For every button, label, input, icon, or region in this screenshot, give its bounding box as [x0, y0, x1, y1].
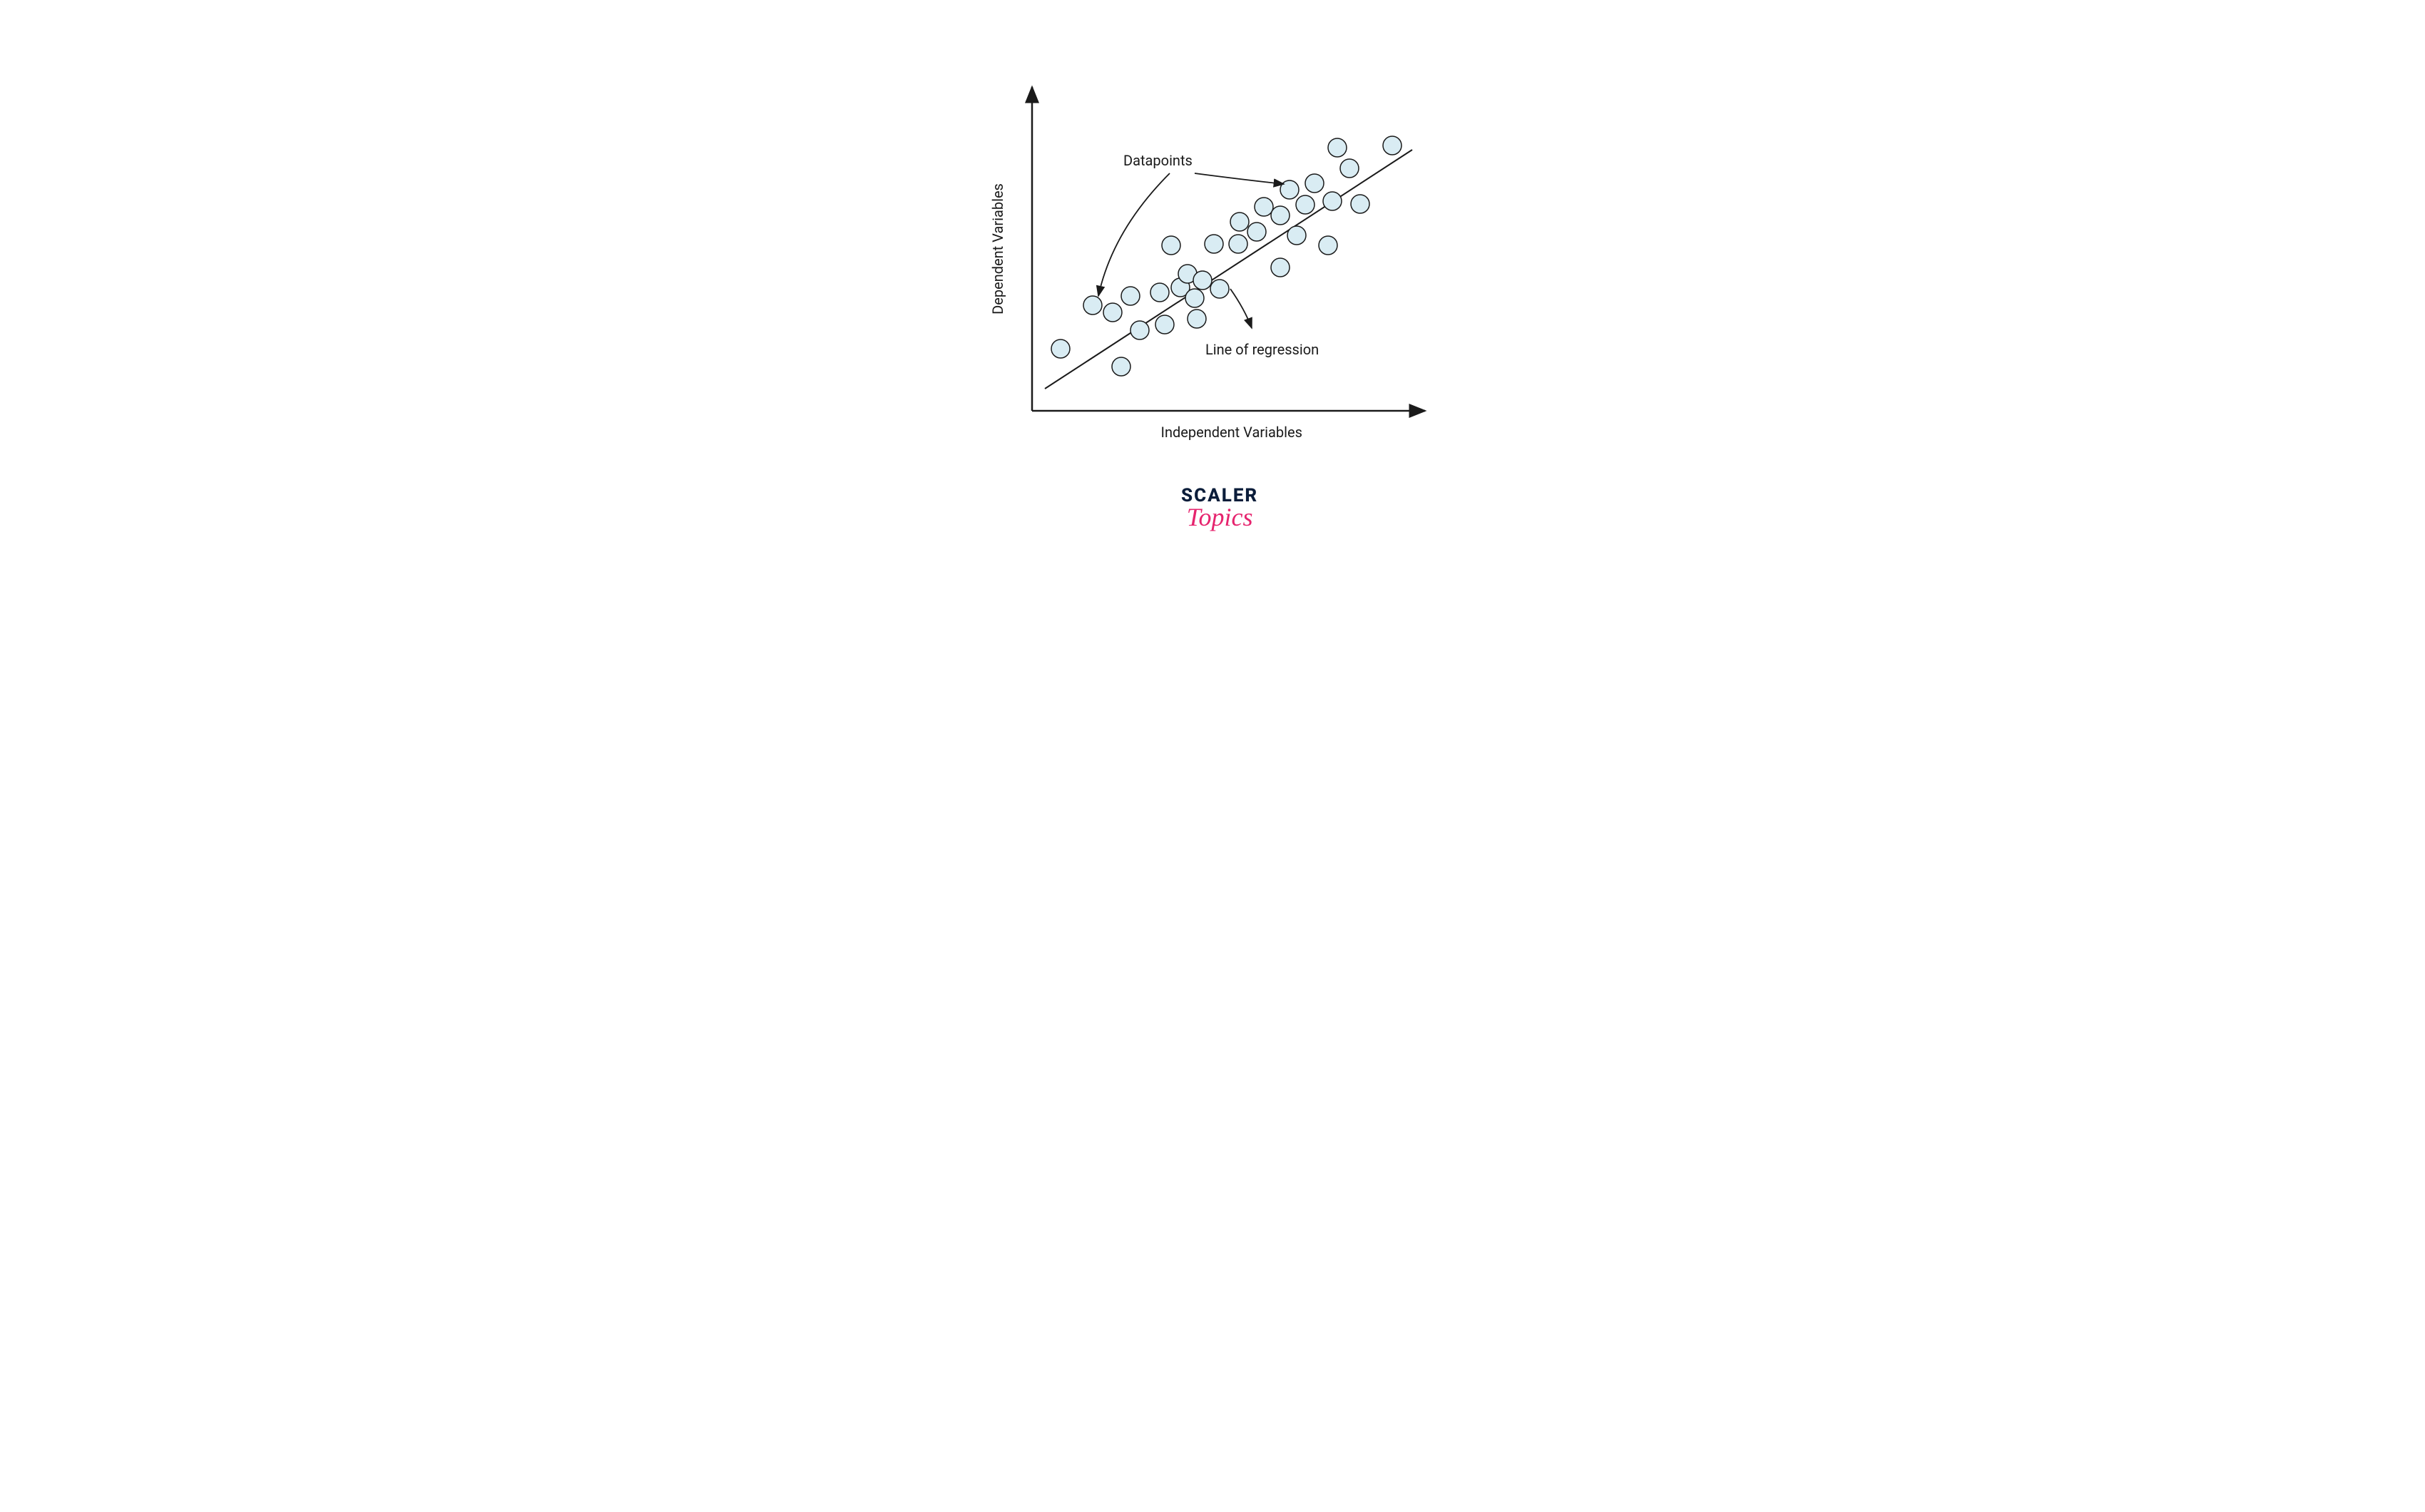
- datapoint: [1328, 138, 1347, 157]
- datapoint: [1319, 236, 1337, 255]
- datapoint: [1255, 198, 1273, 216]
- datapoints-annotation-arrow-2: [1195, 173, 1284, 184]
- datapoint: [1051, 339, 1070, 358]
- datapoint: [1230, 213, 1249, 231]
- datapoint: [1340, 159, 1359, 178]
- datapoints-annotation-label: Datapoints: [1123, 152, 1193, 169]
- datapoint: [1185, 289, 1204, 307]
- datapoint: [1280, 180, 1299, 199]
- datapoint: [1229, 235, 1247, 253]
- regression-annotation-label: Line of regression: [1205, 341, 1319, 358]
- datapoint: [1351, 195, 1369, 213]
- x-axis-label: Independent Variables: [1161, 424, 1302, 441]
- y-axis-label: Dependent Variables: [989, 183, 1006, 315]
- datapoint: [1188, 310, 1206, 328]
- datapoint: [1205, 235, 1223, 253]
- regression-annotation-arrow: [1230, 289, 1252, 328]
- datapoint: [1112, 357, 1130, 376]
- datapoint: [1296, 195, 1314, 214]
- datapoint: [1083, 296, 1102, 315]
- chart-container: Dependent Variables Independent Variable…: [728, 0, 1698, 605]
- datapoint: [1271, 206, 1290, 225]
- datapoint: [1305, 174, 1324, 193]
- datapoint: [1271, 258, 1290, 277]
- datapoints-annotation-arrow-1: [1098, 173, 1170, 296]
- datapoint: [1150, 283, 1169, 302]
- datapoint: [1103, 303, 1122, 322]
- datapoint: [1383, 136, 1402, 155]
- datapoint: [1193, 271, 1212, 290]
- datapoint: [1287, 226, 1306, 245]
- datapoint: [1130, 321, 1149, 339]
- datapoint: [1121, 287, 1140, 305]
- datapoint: [1162, 236, 1180, 255]
- scaler-topics-logo: SCALER Topics: [1181, 485, 1258, 532]
- datapoint: [1155, 315, 1174, 334]
- datapoint: [1323, 192, 1342, 210]
- datapoint: [1210, 280, 1229, 298]
- datapoint: [1247, 223, 1266, 241]
- datapoints-group: [1051, 136, 1402, 376]
- logo-bottom-text: Topics: [1181, 502, 1258, 532]
